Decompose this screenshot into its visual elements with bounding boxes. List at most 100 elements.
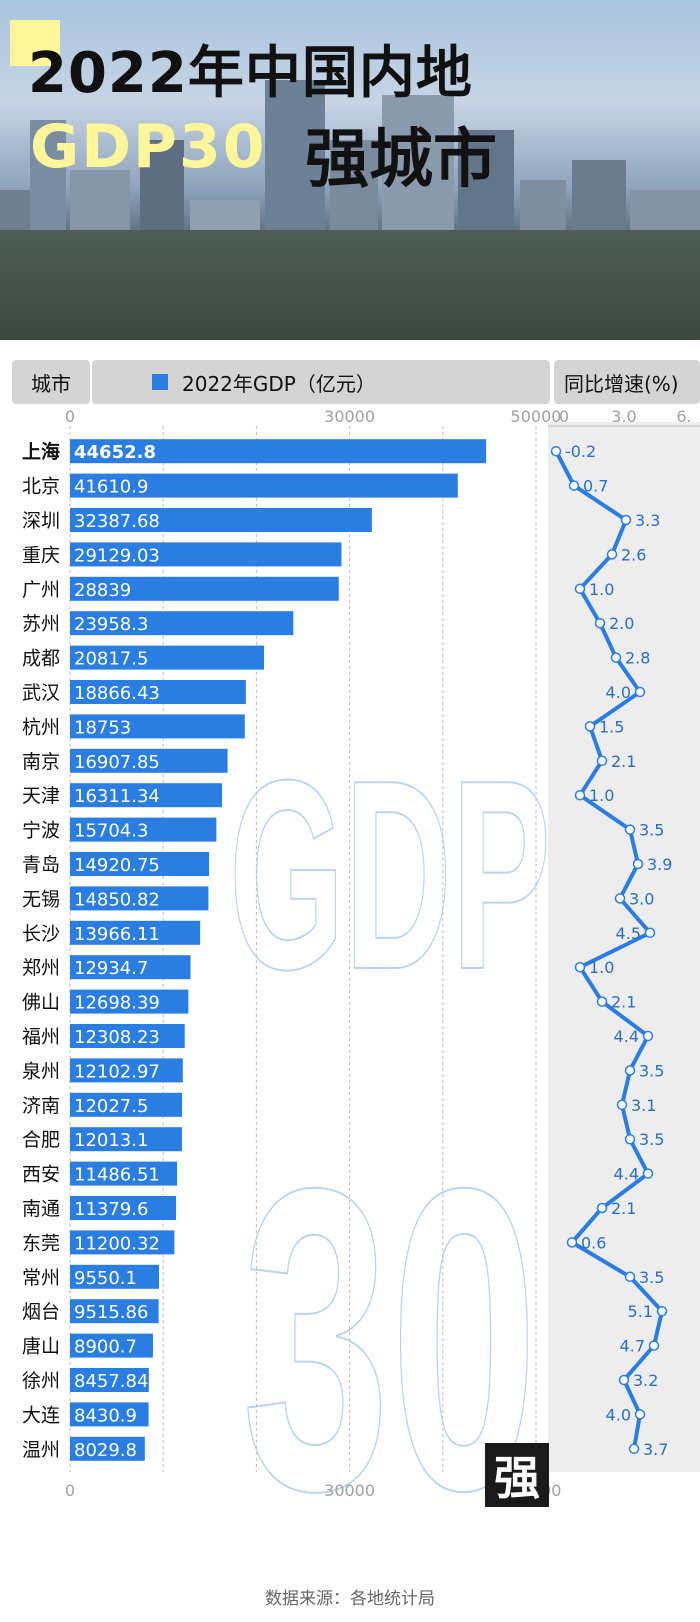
growth-value-label: 3.3 <box>635 511 660 530</box>
growth-value-label: 0.7 <box>583 477 608 496</box>
growth-point <box>594 617 606 629</box>
header-city-label: 城市 <box>31 371 71 396</box>
x-tick-label-top: 50000 <box>511 408 562 426</box>
bar-value-label: 12027.5 <box>74 1096 148 1117</box>
growth-value-label: 4.7 <box>620 1337 645 1356</box>
growth-value-label: 3.5 <box>639 821 664 840</box>
bar <box>70 989 189 1014</box>
growth-point <box>566 1237 578 1248</box>
growth-value-label: 3.5 <box>639 1061 664 1080</box>
bar <box>70 955 191 980</box>
bar <box>70 680 246 704</box>
category-label: 郑州 <box>22 957 60 979</box>
bar-value-label: 44652.8 <box>74 442 156 463</box>
growth-point <box>644 927 656 939</box>
bar <box>70 1333 153 1358</box>
growth-point <box>614 893 626 904</box>
bar <box>70 1024 185 1048</box>
growth-value-label: 0.6 <box>581 1233 606 1252</box>
bar <box>70 1058 183 1083</box>
bar-value-label: 12102.97 <box>74 1061 160 1082</box>
growth-point <box>596 755 608 767</box>
bar-value-label: 12934.7 <box>74 958 148 979</box>
growth-value-label: 3.2 <box>633 1371 658 1390</box>
category-label: 唐山 <box>22 1336 60 1358</box>
foreground-rooftops <box>0 230 700 340</box>
growth-tick-label: 3.0 <box>611 408 636 426</box>
bar <box>70 645 265 670</box>
growth-point <box>624 1133 636 1145</box>
gdp-chart: GDP30003000030000500005000003.06.上海44652… <box>22 408 700 1573</box>
bar <box>70 1196 177 1220</box>
bar-value-label: 23958.3 <box>74 614 148 635</box>
growth-value-label: 4.0 <box>606 683 631 702</box>
bar-value-label: 9515.86 <box>74 1302 148 1323</box>
bar <box>70 1299 159 1324</box>
bar <box>70 783 223 808</box>
category-label: 佛山 <box>22 992 60 1014</box>
growth-point <box>606 549 618 560</box>
category-label: 泉州 <box>22 1060 60 1082</box>
category-label: 北京 <box>22 476 60 498</box>
growth-value-label: 2.1 <box>611 1199 636 1218</box>
legend-gdp-label: 2022年GDP（亿元） <box>182 371 376 396</box>
category-label: 温州 <box>22 1439 60 1461</box>
page-title-rest: 强城市 <box>305 123 497 197</box>
category-label: 宁波 <box>22 820 60 842</box>
bar-value-label: 9550.1 <box>74 1268 137 1289</box>
growth-value-label: 4.4 <box>614 1027 639 1046</box>
bar-value-label: 12698.39 <box>74 993 160 1014</box>
header-growth-label: 同比增速(%) <box>564 371 679 396</box>
bar <box>70 542 342 567</box>
growth-value-label: 2.8 <box>625 649 650 668</box>
category-label: 常州 <box>22 1267 60 1289</box>
bar-value-label: 11486.51 <box>74 1165 160 1186</box>
bar-value-label: 41610.9 <box>74 477 148 498</box>
hero-banner: 2022年中国内地 GDP30 强城市 <box>0 0 700 340</box>
category-label: 苏州 <box>22 613 60 635</box>
bar <box>70 1092 183 1117</box>
category-label: 南京 <box>22 751 60 773</box>
legend-swatch <box>152 374 168 390</box>
growth-value-label: 4.0 <box>606 1405 631 1424</box>
growth-point <box>624 1065 636 1076</box>
bar <box>70 1436 145 1461</box>
growth-point <box>574 583 586 595</box>
growth-point <box>610 652 622 663</box>
bar-value-label: 14920.75 <box>74 855 160 876</box>
bar <box>70 852 210 876</box>
bar-value-label: 11200.32 <box>74 1233 160 1254</box>
bar <box>70 817 217 842</box>
bar-value-label: 18753 <box>74 717 131 738</box>
x-tick-label-bottom: 0 <box>65 1481 75 1500</box>
bar <box>70 1368 149 1392</box>
bar <box>70 1127 182 1152</box>
watermark-gdp: GDP <box>229 725 551 1026</box>
x-tick-label-top: 30000 <box>324 408 375 426</box>
bar-value-label: 18866.43 <box>74 683 160 704</box>
growth-point <box>634 686 646 698</box>
growth-value-label: 2.1 <box>611 993 636 1012</box>
category-label: 长沙 <box>22 923 60 945</box>
growth-point <box>574 789 586 801</box>
category-label: 济南 <box>22 1095 60 1117</box>
growth-point <box>618 1374 630 1386</box>
growth-point <box>632 858 644 870</box>
bar <box>70 611 294 636</box>
category-label: 杭州 <box>22 716 60 738</box>
growth-point <box>656 1305 668 1317</box>
growth-value-label: 3.5 <box>639 1268 664 1287</box>
growth-value-label: 1.0 <box>589 786 614 805</box>
category-label: 徐州 <box>22 1370 60 1392</box>
bar <box>70 1402 149 1427</box>
stamp-qiang: 强 <box>485 1443 549 1507</box>
category-label: 武汉 <box>22 682 60 704</box>
growth-point <box>648 1340 660 1351</box>
growth-value-label: -0.2 <box>565 442 596 461</box>
bar <box>70 714 245 739</box>
bar-value-label: 16311.34 <box>74 786 160 807</box>
x-tick-label-top: 0 <box>65 408 75 426</box>
growth-value-label: 3.9 <box>647 855 672 874</box>
bar-value-label: 12308.23 <box>74 1027 160 1048</box>
page-title: 2022年中国内地 <box>28 41 473 106</box>
